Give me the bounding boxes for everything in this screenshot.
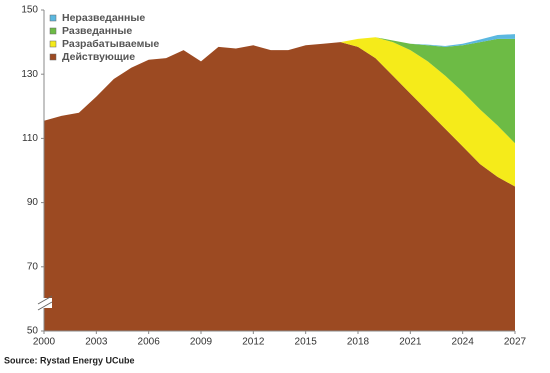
legend-label: Действующие (62, 51, 135, 63)
legend-label: Разведанные (62, 25, 132, 37)
source: Source: Rystad Energy UCube (4, 355, 135, 365)
area (44, 37, 515, 187)
legend-swatch (49, 40, 57, 48)
x-tick-label: 2024 (452, 337, 475, 348)
y-tick-label: 130 (21, 69, 38, 80)
legend-swatch (49, 14, 57, 22)
axis-break (37, 295, 53, 311)
y-tick-label: 70 (27, 261, 39, 272)
x-tick-label: 2012 (242, 337, 265, 348)
y-tick-label: 50 (27, 326, 39, 337)
x-tick-label: 2006 (138, 337, 161, 348)
x-tick-label: 2015 (295, 337, 318, 348)
x-tick-label: 2027 (504, 337, 527, 348)
legend-label: Разрабатываемые (62, 38, 159, 50)
legend-swatch (49, 27, 57, 35)
area (44, 34, 515, 121)
area (44, 37, 515, 144)
y-tick-label: 110 (22, 133, 38, 144)
legend-label: Неразведанные (62, 12, 145, 24)
y-tick-label: 90 (27, 197, 39, 208)
y-tick-label: 150 (21, 5, 38, 16)
x-tick-label: 2003 (85, 337, 108, 348)
x-tick-label: 2021 (399, 337, 422, 348)
x-tick-label: 2018 (347, 337, 370, 348)
x-tick-label: 2000 (33, 337, 56, 348)
legend-swatch (49, 53, 57, 61)
area (44, 42, 515, 331)
x-tick-label: 2009 (190, 337, 213, 348)
